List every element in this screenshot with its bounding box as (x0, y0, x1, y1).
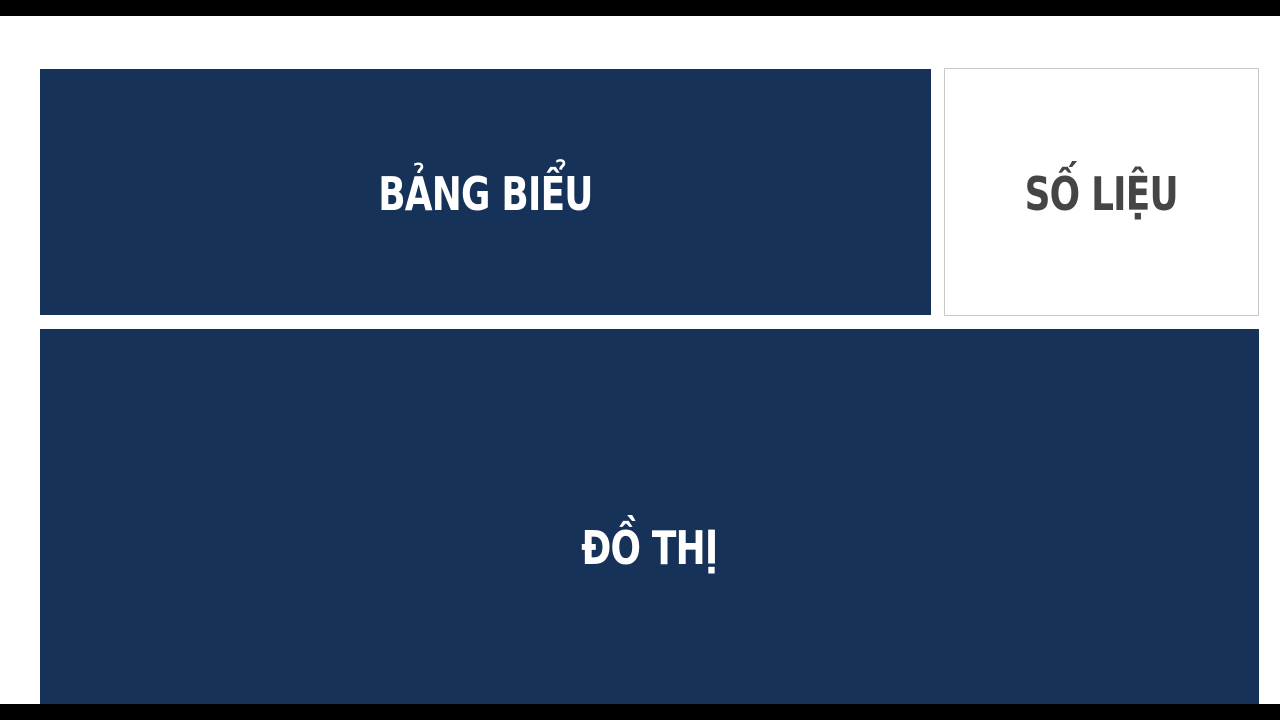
figures-tile-label: SỐ LIỆU (1024, 167, 1179, 221)
tables-tile[interactable]: BẢNG BIỂU (40, 69, 931, 315)
graphs-tile[interactable]: ĐỒ THỊ (40, 329, 1259, 704)
figures-tile[interactable]: SỐ LIỆU (944, 68, 1259, 316)
letterbox-top (0, 0, 1280, 16)
tables-tile-label: BẢNG BIỂU (378, 167, 593, 221)
graphs-tile-label: ĐỒ THỊ (581, 520, 718, 575)
letterbox-bottom (0, 704, 1280, 720)
slide: BẢNG BIỂU SỐ LIỆU ĐỒ THỊ (0, 16, 1280, 704)
